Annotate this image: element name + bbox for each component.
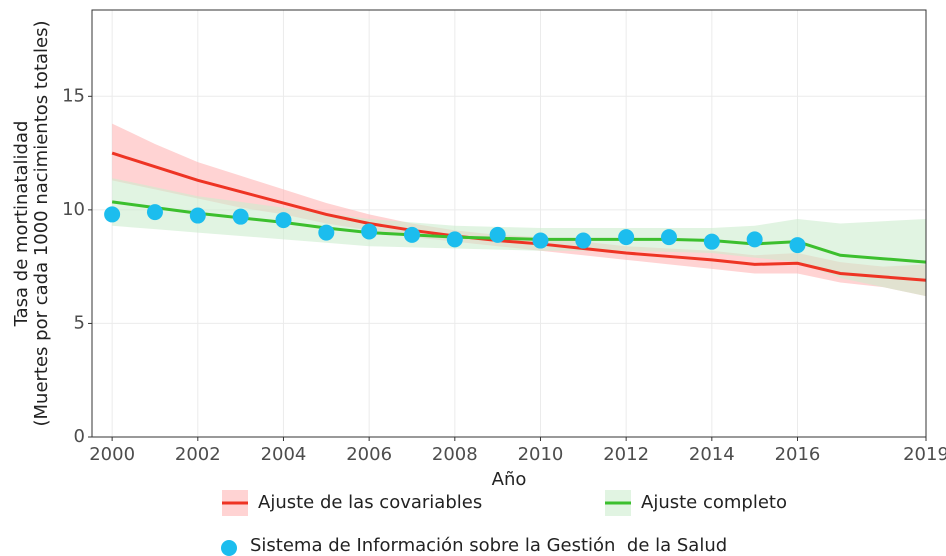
legend-label: Ajuste completo xyxy=(641,492,787,513)
x-tick-label: 2010 xyxy=(518,444,564,465)
data-point xyxy=(746,231,763,248)
data-point xyxy=(489,226,506,243)
data-point xyxy=(403,226,420,243)
y-tick-label: 10 xyxy=(62,199,85,220)
data-point xyxy=(618,229,635,246)
data-point xyxy=(660,229,677,246)
y-axis-label: Tasa de mortinatalidad xyxy=(11,121,32,328)
data-point xyxy=(703,233,720,250)
data-point xyxy=(361,223,378,240)
data-point xyxy=(104,206,121,223)
x-tick-label: 2008 xyxy=(432,444,478,465)
line xyxy=(111,151,927,282)
data-point xyxy=(532,232,549,249)
plot-frame xyxy=(91,9,927,438)
x-tick-label: 2019 xyxy=(903,444,946,465)
y-axis-label: (Muertes por cada 1000 nacimientos total… xyxy=(31,20,52,426)
x-tick-label: 2012 xyxy=(603,444,649,465)
legend-label: Sistema de Información sobre la Gestión … xyxy=(250,535,727,556)
data-point xyxy=(318,224,335,241)
data-point xyxy=(789,237,806,254)
x-tick-label: 2004 xyxy=(261,444,307,465)
data-point xyxy=(232,208,249,225)
legend-marker xyxy=(221,540,237,556)
legend-label: Ajuste de las covariables xyxy=(258,492,482,513)
data-point xyxy=(189,207,206,224)
y-tick-label: 15 xyxy=(62,85,85,106)
y-tick-label: 5 xyxy=(74,312,85,333)
data-point xyxy=(275,212,292,229)
x-tick-label: 2006 xyxy=(346,444,392,465)
x-tick-label: 2016 xyxy=(775,444,821,465)
data-point xyxy=(575,232,592,249)
data-point xyxy=(446,231,463,248)
x-axis-label: Año xyxy=(492,469,527,490)
y-tick-label: 0 xyxy=(74,426,85,447)
x-tick-label: 2014 xyxy=(689,444,735,465)
confidence-band xyxy=(112,178,927,297)
x-tick-label: 2002 xyxy=(175,444,221,465)
data-point xyxy=(146,204,163,221)
x-tick-label: 2000 xyxy=(89,444,135,465)
